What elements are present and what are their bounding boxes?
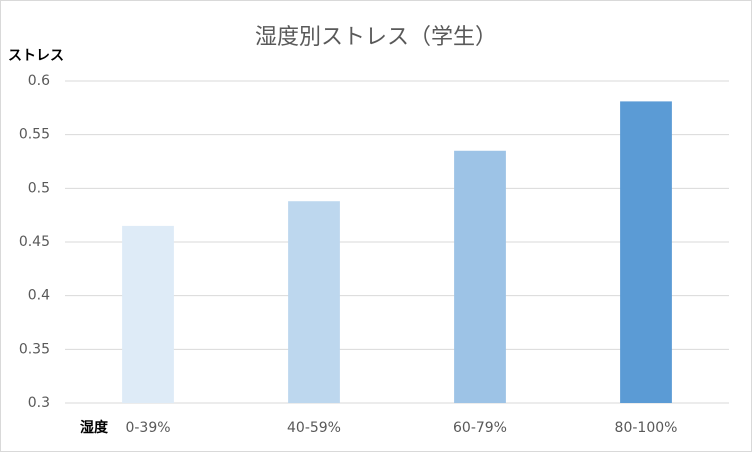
y-tick-label: 0.55 <box>19 127 50 143</box>
y-tick-label: 0.5 <box>28 180 50 196</box>
x-tick-label: 80-100% <box>615 420 678 436</box>
bar <box>454 150 506 403</box>
y-tick-label: 0.6 <box>28 73 50 89</box>
bar <box>620 101 672 403</box>
y-tick-label: 0.3 <box>28 395 50 411</box>
x-axis-label: 湿度 <box>80 419 109 436</box>
y-tick-label: 0.4 <box>28 288 50 304</box>
y-axis-label: ストレス <box>8 48 64 64</box>
x-tick-label: 0-39% <box>125 420 170 436</box>
y-tick-label: 0.45 <box>19 234 50 250</box>
x-tick-label: 60-79% <box>453 420 507 436</box>
x-tick-label: 40-59% <box>287 420 341 436</box>
y-tick-label: 0.35 <box>19 341 50 357</box>
bar <box>288 201 340 403</box>
bar <box>122 225 174 403</box>
chart-title: 湿度別ストレス（学生） <box>255 25 497 50</box>
